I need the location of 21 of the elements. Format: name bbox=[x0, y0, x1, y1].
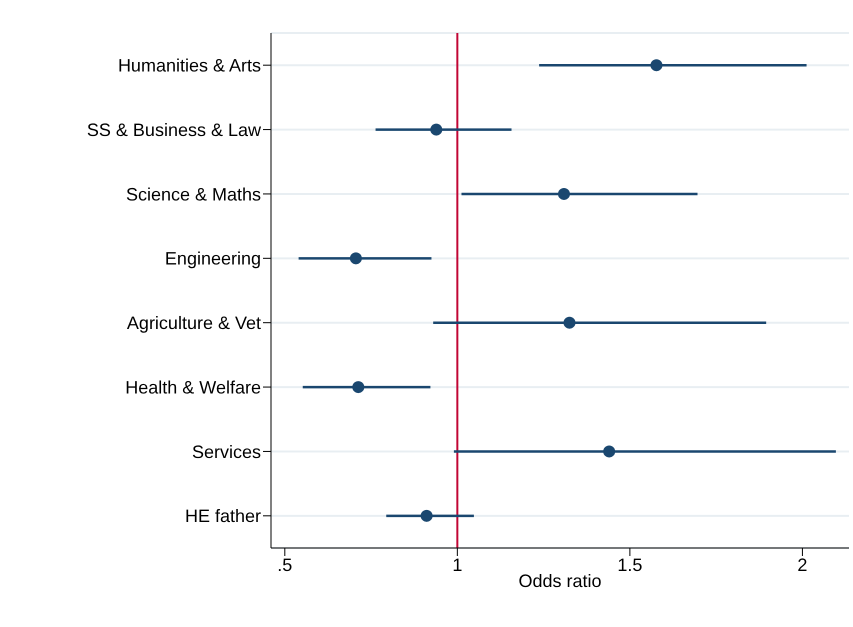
point bbox=[430, 124, 442, 136]
point bbox=[350, 252, 362, 264]
point bbox=[603, 445, 616, 458]
point bbox=[352, 381, 364, 394]
point bbox=[558, 188, 570, 200]
x-tick-label: 1 bbox=[452, 554, 462, 575]
point bbox=[650, 59, 662, 72]
y-tick-label: Engineering bbox=[164, 248, 261, 269]
y-tick-label: Health & Welfare bbox=[125, 377, 261, 398]
point bbox=[563, 316, 576, 329]
y-tick-label: HE father bbox=[184, 506, 261, 526]
x-tick-label: 2 bbox=[797, 554, 808, 575]
x-tick-label: 1.5 bbox=[617, 554, 642, 575]
y-tick-label: Humanities & Arts bbox=[118, 56, 261, 76]
y-tick-label: Science & Maths bbox=[126, 184, 261, 204]
point bbox=[420, 510, 433, 522]
x-axis-title: Odds ratio bbox=[518, 571, 602, 591]
x-tick-label: .5 bbox=[277, 554, 292, 575]
y-tick-label: Services bbox=[192, 442, 261, 462]
y-tick-label: SS & Business & Law bbox=[86, 120, 262, 140]
y-tick-label: Agriculture & Vet bbox=[126, 313, 261, 334]
